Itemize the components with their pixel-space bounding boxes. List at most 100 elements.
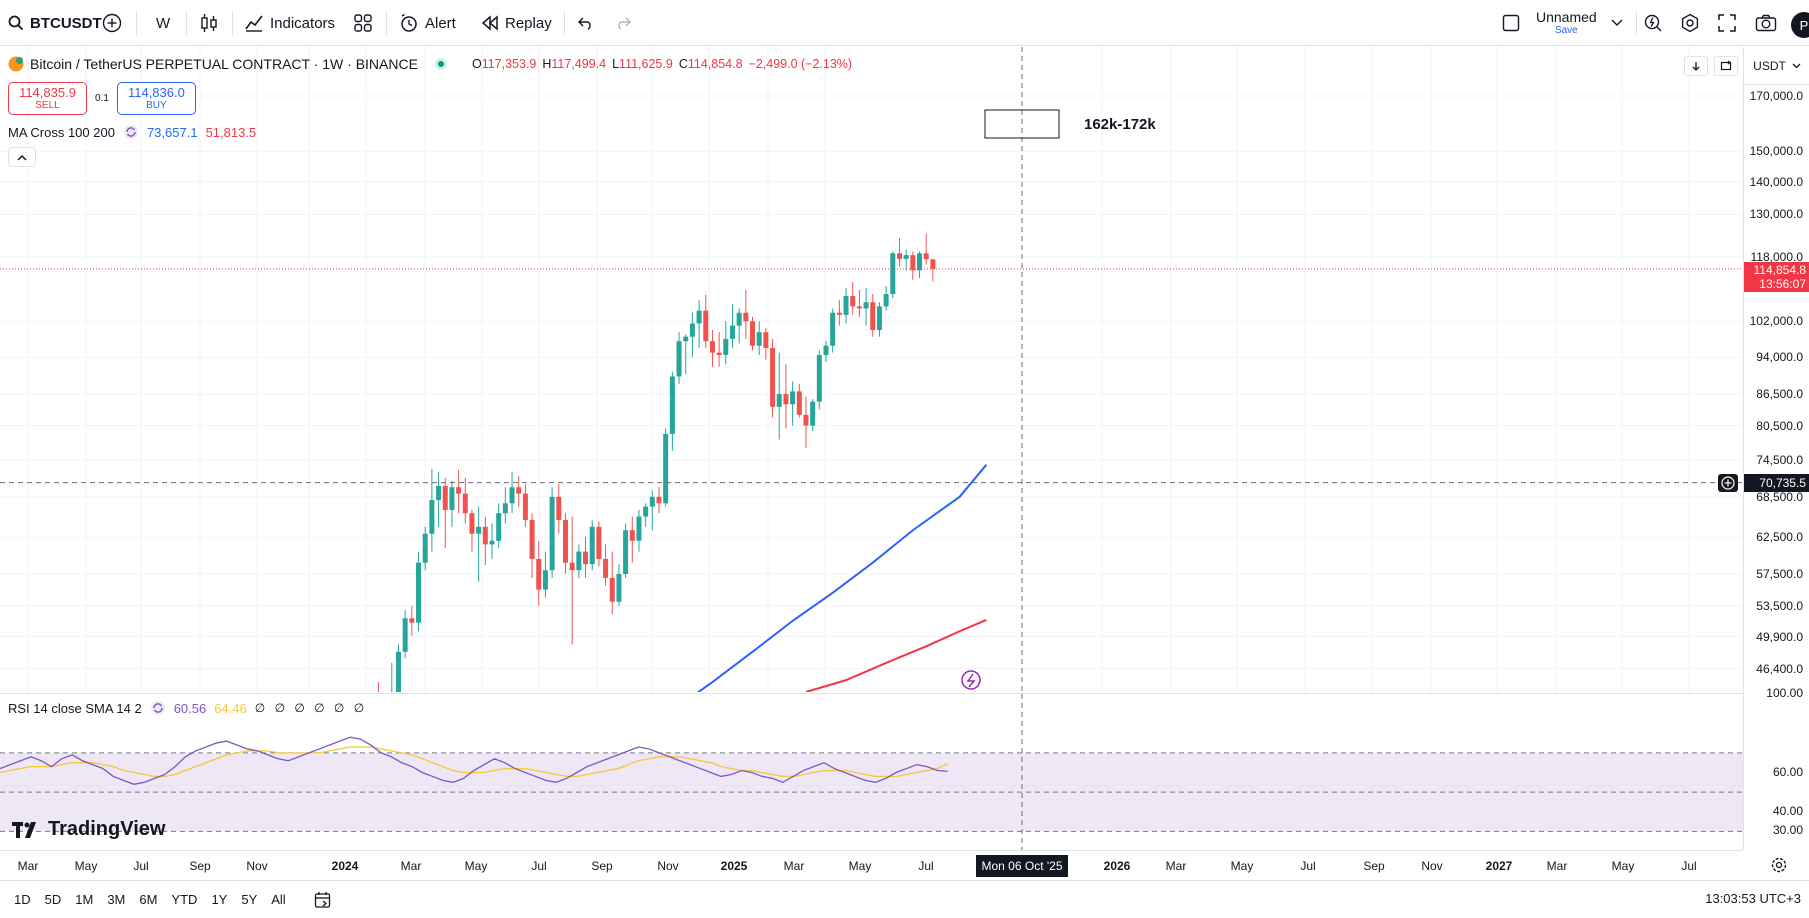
settings-button[interactable] <box>1680 0 1700 46</box>
candle-body <box>823 345 829 355</box>
interval-button[interactable]: W <box>156 0 170 46</box>
candle-body <box>910 255 916 271</box>
compare-symbol-button[interactable] <box>102 0 122 46</box>
rsi-chart[interactable] <box>0 694 1743 851</box>
range-button-1d[interactable]: 1D <box>14 892 31 907</box>
candle-body <box>696 310 702 324</box>
rsi-value: 60.56 <box>173 700 207 716</box>
date-range-button[interactable] <box>314 891 334 909</box>
candle-body <box>429 500 435 534</box>
candle-body <box>395 651 401 703</box>
candle-body <box>796 391 802 415</box>
candle-body <box>896 253 902 259</box>
chart-type-button[interactable] <box>200 0 218 46</box>
alert-button[interactable]: Alert <box>399 0 456 46</box>
time-tick-label: Jul <box>1681 859 1697 873</box>
redo-button[interactable] <box>615 0 631 46</box>
rsi-tick-label: 100.00 <box>1766 686 1803 700</box>
lightning-search-icon <box>1644 14 1662 32</box>
layout-checkbox[interactable] <box>1502 0 1520 46</box>
candle-body <box>649 496 655 507</box>
collapse-legend-button[interactable] <box>8 147 36 167</box>
replay-button[interactable]: Replay <box>481 0 552 46</box>
add-alert-plus-button[interactable] <box>1718 473 1738 492</box>
candle <box>790 381 796 426</box>
fullscreen-button[interactable] <box>1718 0 1736 46</box>
time-tick-label: Sep <box>1363 859 1385 873</box>
snapshot-button[interactable] <box>1755 0 1777 46</box>
candle <box>743 289 749 339</box>
range-button-6m[interactable]: 6M <box>139 892 158 907</box>
range-button-ytd[interactable]: YTD <box>171 892 198 907</box>
candle <box>910 251 916 281</box>
change-value: −2,499.0 (−2.13%) <box>748 57 853 71</box>
quick-search-button[interactable] <box>1643 0 1663 46</box>
close-value: 114,854.8 <box>687 57 743 71</box>
candle <box>596 521 602 567</box>
candle-body <box>589 526 595 565</box>
rsi-legend[interactable]: RSI 14 close SMA 14 2 60.56 64.46 ∅ ∅ ∅ … <box>8 700 367 716</box>
candle-body <box>629 530 635 541</box>
price-chart[interactable]: 162k-172k <box>0 47 1743 918</box>
templates-button[interactable] <box>353 0 373 46</box>
clock-utc[interactable]: 13:03:53 UTC+3 <box>1705 891 1801 906</box>
candle-body <box>536 558 542 590</box>
candle-body <box>442 486 448 510</box>
candle <box>395 644 401 713</box>
candle <box>870 294 876 337</box>
price-tick-label: 49,900.0 <box>1756 629 1803 644</box>
fullscreen-icon <box>1718 14 1736 32</box>
candle <box>689 312 695 358</box>
indicators-icon <box>245 15 263 32</box>
arrow-down-icon <box>1692 62 1700 71</box>
camera-icon <box>1755 14 1777 32</box>
candle-body <box>843 296 849 315</box>
candle-body <box>576 551 582 571</box>
candle-body <box>783 393 789 405</box>
candle-body <box>569 562 575 571</box>
range-button-5d[interactable]: 5D <box>44 892 62 907</box>
candle-body <box>609 577 615 602</box>
range-button-1m[interactable]: 1M <box>75 892 94 907</box>
range-button-3m[interactable]: 3M <box>107 892 126 907</box>
candle-body <box>770 348 776 407</box>
candle <box>663 428 669 507</box>
candle-body <box>923 253 929 260</box>
range-buttons: 1D 5D 1M 3M 6M YTD 1Y 5Y All <box>0 892 286 907</box>
buy-button[interactable]: 114,836.0 BUY <box>116 82 196 115</box>
reset-scale-button[interactable] <box>1714 56 1738 76</box>
currency-selector[interactable]: USDT <box>1744 47 1809 85</box>
candle <box>683 334 689 375</box>
crosshair-date-label: Mon 06 Oct '25 <box>976 855 1068 877</box>
axis-settings-button[interactable] <box>1770 856 1788 877</box>
candle <box>863 287 869 326</box>
range-button-all[interactable]: All <box>271 892 286 907</box>
candle <box>536 540 542 606</box>
symbol-label: BTCUSDT <box>30 14 102 32</box>
chevron-up-icon <box>17 154 27 161</box>
undo-button[interactable] <box>578 0 594 46</box>
avatar[interactable]: P <box>1791 12 1809 38</box>
candle-body <box>683 336 689 342</box>
price-scale[interactable]: USDT 170,000.0 150,000.0 140,000.0 130,000.… <box>1718 47 1809 850</box>
candle <box>923 233 929 265</box>
candle-body <box>643 506 649 517</box>
candle-body <box>489 540 495 545</box>
symbol-search-button[interactable]: BTCUSDT <box>8 0 102 46</box>
main-chart-pane[interactable]: 162k-172k <box>0 47 1743 918</box>
rsi-pane[interactable] <box>0 693 1743 851</box>
time-axis[interactable]: Mar May Jul Sep Nov 2024 Mar May Jul Sep Nov 2025 Ma… <box>0 850 1743 880</box>
candle-body <box>856 306 862 309</box>
high-value: 117,499.4 <box>551 57 607 71</box>
rsi-sma-value: 64.46 <box>214 700 247 716</box>
ma-fast-value: 73,657.1 <box>146 124 198 140</box>
range-button-5y[interactable]: 5Y <box>241 892 258 907</box>
currency-label: USDT <box>1753 58 1786 73</box>
avatar-letter: P <box>1799 17 1809 33</box>
sell-button[interactable]: 114,835.9 SELL <box>8 82 87 115</box>
indicators-button[interactable]: Indicators <box>244 0 335 46</box>
scroll-to-latest-button[interactable] <box>1684 56 1708 76</box>
layout-menu-button[interactable]: Unnamed Save <box>1536 0 1623 46</box>
ma-cross-legend[interactable]: MA Cross 100 200 73,657.1 51,813.5 <box>8 124 256 140</box>
range-button-1y[interactable]: 1Y <box>211 892 228 907</box>
